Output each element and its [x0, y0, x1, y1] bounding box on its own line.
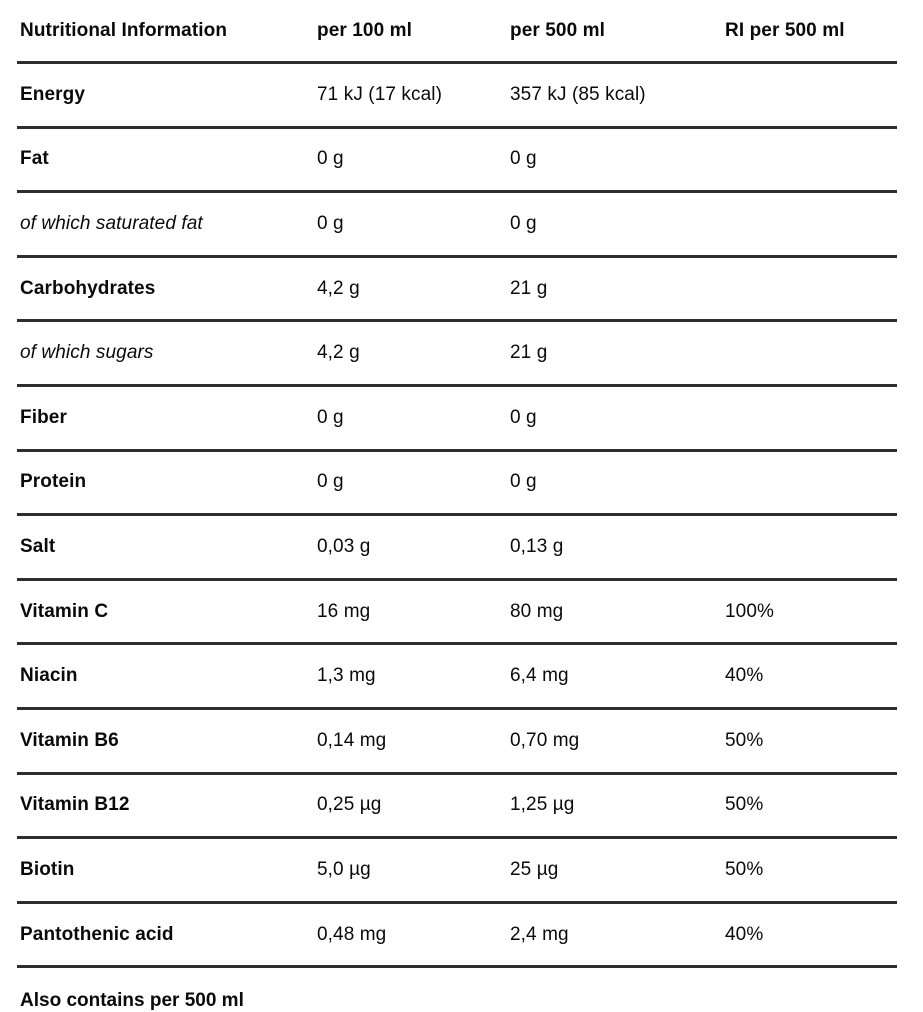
header-per-500ml: per 500 ml [510, 19, 605, 41]
table-row: Biotin 5,0 µg 25 µg 50% [17, 839, 897, 904]
cell-per-500ml: 6,4 mg [510, 665, 569, 687]
cell-ri-per-500ml: 100% [725, 600, 774, 622]
table-footer-clipped-text: Also contains per 500 ml [20, 990, 244, 1012]
cell-per-100ml: 0,03 g [317, 535, 371, 557]
cell-ri-per-500ml: 50% [725, 794, 764, 816]
cell-per-100ml: 0 g [317, 406, 344, 428]
table-row: Carbohydrates 4,2 g 21 g [17, 258, 897, 323]
table-row: Fat 0 g 0 g [17, 129, 897, 194]
cell-per-100ml: 0 g [317, 148, 344, 170]
row-label: Niacin [20, 665, 78, 687]
row-label: Vitamin B6 [20, 729, 119, 751]
cell-per-100ml: 16 mg [317, 600, 371, 622]
cell-per-100ml: 0 g [317, 471, 344, 493]
cell-per-500ml: 1,25 µg [510, 794, 575, 816]
cell-per-500ml: 0,70 mg [510, 729, 580, 751]
row-label: Salt [20, 535, 56, 557]
cell-per-500ml: 21 g [510, 277, 548, 299]
row-label: Protein [20, 471, 87, 493]
table-row: of which sugars 4,2 g 21 g [17, 322, 897, 387]
row-label: Vitamin C [20, 600, 109, 622]
table-row: Vitamin B12 0,25 µg 1,25 µg 50% [17, 775, 897, 840]
cell-ri-per-500ml: 40% [725, 923, 764, 945]
cell-per-500ml: 0 g [510, 471, 537, 493]
cell-per-500ml: 0 g [510, 406, 537, 428]
cell-per-100ml: 0 g [317, 212, 344, 234]
table-row: Niacin 1,3 mg 6,4 mg 40% [17, 645, 897, 710]
table-row: Fiber 0 g 0 g [17, 387, 897, 452]
cell-per-500ml: 0,13 g [510, 535, 564, 557]
cell-ri-per-500ml: 50% [725, 729, 764, 751]
cell-per-100ml: 0,25 µg [317, 794, 382, 816]
table-row: Vitamin B6 0,14 mg 0,70 mg 50% [17, 710, 897, 775]
row-label: Energy [20, 83, 86, 105]
cell-per-100ml: 4,2 g [317, 277, 360, 299]
table-row: Energy 71 kJ (17 kcal) 357 kJ (85 kcal) [17, 64, 897, 129]
cell-per-100ml: 5,0 µg [317, 858, 371, 880]
table-row: Protein 0 g 0 g [17, 452, 897, 517]
cell-per-100ml: 0,14 mg [317, 729, 387, 751]
header-nutritional-information: Nutritional Information [20, 19, 228, 41]
cell-per-100ml: 4,2 g [317, 342, 360, 364]
cell-per-500ml: 25 µg [510, 858, 559, 880]
cell-per-100ml: 1,3 mg [317, 665, 376, 687]
nutrition-table: Nutritional Information per 100 ml per 5… [17, 0, 897, 1012]
table-row: Salt 0,03 g 0,13 g [17, 516, 897, 581]
cell-per-100ml: 0,48 mg [317, 923, 387, 945]
row-label: of which sugars [20, 342, 154, 364]
cell-per-500ml: 80 mg [510, 600, 564, 622]
row-label: Fat [20, 148, 49, 170]
row-label: Fiber [20, 406, 67, 428]
row-label: of which saturated fat [20, 212, 203, 234]
table-row: of which saturated fat 0 g 0 g [17, 193, 897, 258]
cell-per-500ml: 2,4 mg [510, 923, 569, 945]
cell-per-100ml: 71 kJ (17 kcal) [317, 83, 443, 105]
row-label: Carbohydrates [20, 277, 156, 299]
cell-per-500ml: 357 kJ (85 kcal) [510, 83, 646, 105]
table-row: Pantothenic acid 0,48 mg 2,4 mg 40% [17, 904, 897, 969]
cell-per-500ml: 0 g [510, 212, 537, 234]
table-header-row: Nutritional Information per 100 ml per 5… [17, 0, 897, 64]
cell-per-500ml: 21 g [510, 342, 548, 364]
row-label: Pantothenic acid [20, 923, 174, 945]
table-body: Energy 71 kJ (17 kcal) 357 kJ (85 kcal) … [17, 64, 897, 969]
cell-ri-per-500ml: 40% [725, 665, 764, 687]
cell-ri-per-500ml: 50% [725, 858, 764, 880]
row-label: Vitamin B12 [20, 794, 130, 816]
header-per-100ml: per 100 ml [317, 19, 412, 41]
table-row: Vitamin C 16 mg 80 mg 100% [17, 581, 897, 646]
header-ri-per-500ml: RI per 500 ml [725, 19, 845, 41]
cell-per-500ml: 0 g [510, 148, 537, 170]
row-label: Biotin [20, 858, 75, 880]
